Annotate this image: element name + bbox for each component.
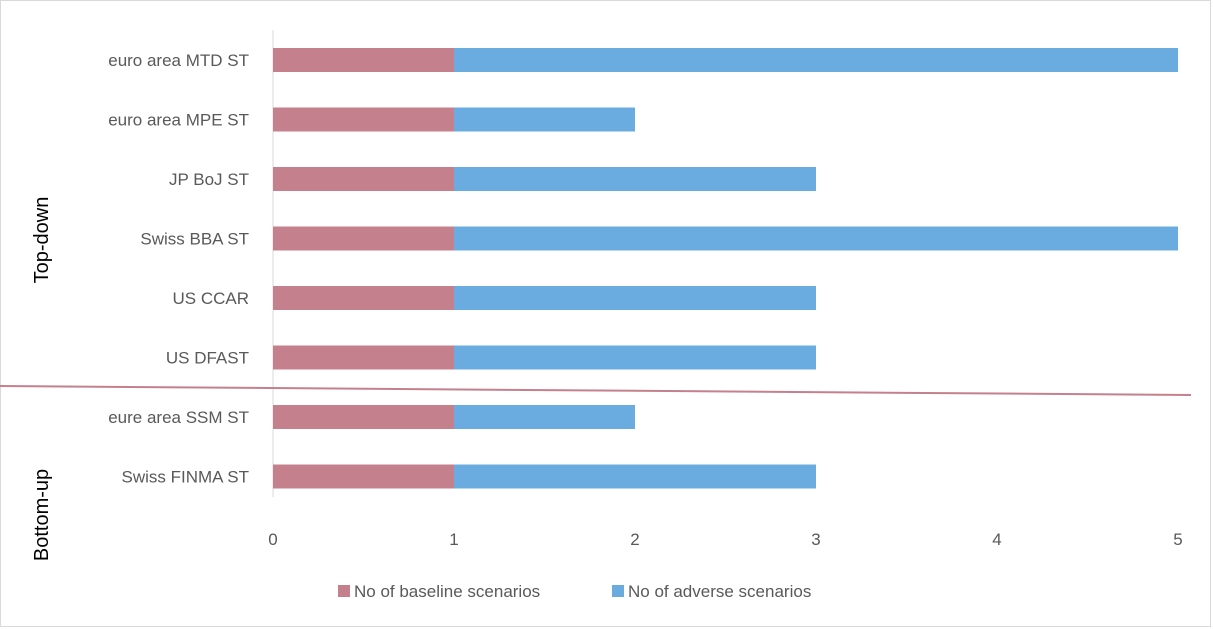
x-tick-labels: 0 1 2 3 4 5 [268,530,1182,549]
category-label: Swiss BBA ST [140,230,249,249]
bar-adverse-3 [454,226,1178,251]
category-labels: euro area MTD ST euro area MPE ST JP BoJ S… [108,51,249,487]
x-tick-label: 0 [268,530,277,549]
bar-adverse-5 [454,345,816,370]
legend: No of baseline scenarios No of adverse sc… [338,582,811,601]
bar-adverse-0 [454,48,1178,72]
group-label-top-down: Top-down [31,197,53,284]
bar-baseline-6 [273,405,454,429]
bar-baseline-2 [273,167,454,191]
bar-baseline-1 [273,107,454,132]
bar-baseline-3 [273,226,454,251]
x-tick-label: 1 [449,530,458,549]
category-label: eure area SSM ST [108,408,249,427]
bar-adverse-1 [454,107,635,132]
bar-baseline-7 [273,464,454,489]
legend-item-baseline-swatch [338,585,350,597]
legend-item-adverse-swatch [612,585,624,597]
bar-adverse-2 [454,167,816,191]
bar-baseline-4 [273,286,454,310]
x-tick-label: 2 [630,530,639,549]
category-label: Swiss FINMA ST [121,468,249,487]
category-label: US CCAR [172,289,249,308]
x-tick-label: 5 [1173,530,1182,549]
bar-adverse-7 [454,464,816,489]
bar-baseline-0 [273,48,454,72]
legend-item-adverse-label: No of adverse scenarios [628,582,811,601]
category-label: euro area MPE ST [108,111,249,130]
group-separator-line [0,385,1192,396]
x-tick-label: 3 [811,530,820,549]
group-label-bottom-up: Bottom-up [31,469,53,561]
category-label: euro area MTD ST [108,51,249,70]
bar-adverse-4 [454,286,816,310]
x-tick-label: 4 [992,530,1001,549]
bars-layer [273,48,1178,489]
legend-item-baseline-label: No of baseline scenarios [354,582,540,601]
category-label: US DFAST [166,349,249,368]
category-label: JP BoJ ST [169,170,249,189]
bar-adverse-6 [454,405,635,429]
bar-baseline-5 [273,345,454,370]
